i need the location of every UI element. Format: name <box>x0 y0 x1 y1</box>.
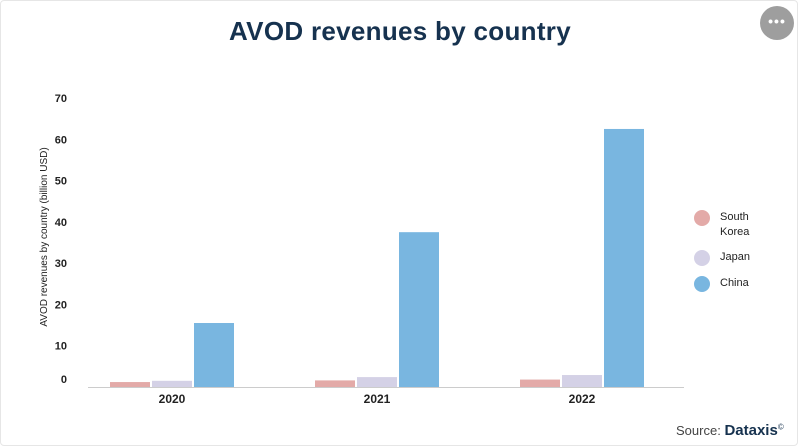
bar-south-korea-2022[interactable] <box>520 379 560 387</box>
legend-marker <box>694 276 710 292</box>
bar-south-korea-2021[interactable] <box>315 380 355 387</box>
bar-china-2021[interactable] <box>399 232 439 387</box>
chart-title: AVOD revenues by country <box>229 16 571 46</box>
y-tick-label: 10 <box>55 341 67 353</box>
y-ticks: 0 10 20 30 40 50 60 70 <box>55 93 67 386</box>
legend-label: South Korea <box>720 211 750 238</box>
y-axis-label: AVOD revenues by country (billion USD) <box>39 147 50 326</box>
legend-marker <box>694 250 710 266</box>
bar-south-korea-2020[interactable] <box>110 382 150 387</box>
x-tick-label: 2020 <box>159 392 186 406</box>
bar-china-2020[interactable] <box>194 323 234 387</box>
legend-item-south-korea[interactable]: South Korea <box>694 210 762 240</box>
bar-japan-2022[interactable] <box>562 375 602 387</box>
y-tick-label: 70 <box>55 93 67 105</box>
source-prefix: Source: <box>676 423 721 438</box>
y-tick-label: 60 <box>55 134 67 146</box>
bar-japan-2020[interactable] <box>152 380 192 387</box>
x-tick-label: 2021 <box>364 392 391 406</box>
legend: South Korea Japan China <box>694 210 762 302</box>
legend-item-china[interactable]: China <box>694 276 762 292</box>
y-tick-label: 30 <box>55 258 67 270</box>
more-options-button[interactable]: ••• <box>760 6 794 40</box>
source-brand-logo: Dataxis <box>724 422 778 439</box>
more-horizontal-icon: ••• <box>768 13 786 29</box>
copyright-mark: © <box>777 422 784 432</box>
bar-china-2022[interactable] <box>604 128 644 387</box>
y-tick-label: 0 <box>61 374 67 386</box>
x-tick-label: 2022 <box>569 392 596 406</box>
y-tick-label: 20 <box>55 299 67 311</box>
bar-japan-2021[interactable] <box>357 377 397 387</box>
legend-marker <box>694 210 710 226</box>
y-tick-label: 50 <box>55 176 67 188</box>
legend-label: China <box>720 277 749 289</box>
bars <box>110 128 644 387</box>
x-ticks: 2020 2021 2022 <box>159 392 596 406</box>
y-tick-label: 40 <box>55 217 67 229</box>
legend-item-japan[interactable]: Japan <box>694 250 762 266</box>
source-credit: Source: Dataxis© <box>676 422 784 439</box>
legend-label: Japan <box>720 251 750 263</box>
